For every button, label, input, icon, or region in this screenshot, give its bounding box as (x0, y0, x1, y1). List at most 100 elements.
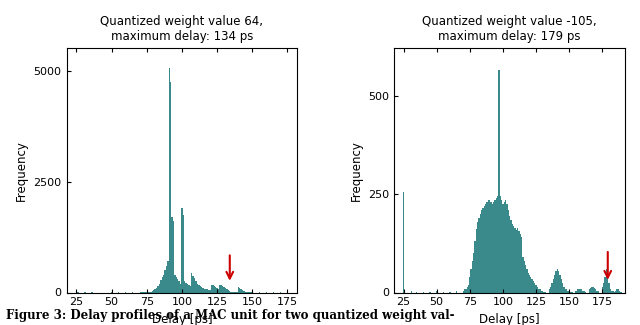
Bar (170, 82, 172, 292)
Bar (187, 284, 188, 292)
Bar (191, 273, 193, 292)
Bar (611, 291, 612, 292)
Bar (186, 283, 187, 292)
Bar (567, 291, 568, 292)
Bar (485, 204, 486, 292)
Bar (511, 224, 513, 292)
Bar (221, 285, 222, 293)
Bar (207, 289, 208, 292)
Bar (188, 285, 189, 293)
Bar (241, 289, 242, 292)
Bar (618, 289, 619, 292)
Bar (168, 68, 170, 292)
Bar (563, 287, 564, 292)
Bar (522, 257, 524, 292)
Bar (552, 283, 553, 292)
Bar (243, 291, 244, 292)
Bar (577, 289, 578, 292)
Bar (228, 290, 229, 292)
Bar (580, 289, 582, 292)
Bar (591, 287, 593, 292)
Bar (508, 210, 509, 292)
Bar (556, 271, 557, 292)
Y-axis label: Frequency: Frequency (15, 140, 28, 201)
Bar (193, 276, 194, 292)
Bar (477, 222, 479, 292)
Bar (159, 284, 160, 293)
Bar (225, 288, 227, 292)
X-axis label: Delay [ps]: Delay [ps] (479, 313, 540, 325)
Bar (533, 281, 534, 292)
Bar (568, 291, 570, 292)
Bar (505, 200, 506, 292)
Bar (180, 284, 181, 293)
Bar (194, 278, 195, 292)
Bar (534, 283, 536, 292)
Bar (541, 291, 542, 292)
Bar (515, 227, 516, 292)
Bar (177, 279, 179, 292)
Bar (173, 221, 174, 292)
Bar (489, 200, 490, 292)
Bar (553, 279, 554, 293)
Bar (469, 277, 470, 292)
Bar (540, 289, 541, 292)
Bar (189, 286, 191, 292)
Bar (578, 289, 579, 292)
Bar (472, 261, 473, 292)
Bar (467, 287, 468, 292)
Bar (484, 206, 485, 292)
Bar (161, 277, 163, 292)
Bar (464, 289, 465, 292)
Bar (598, 291, 599, 292)
Bar (520, 234, 521, 292)
Bar (562, 283, 563, 292)
Bar (201, 287, 202, 292)
Bar (594, 288, 595, 292)
Bar (473, 253, 474, 292)
Bar (229, 291, 230, 292)
Bar (163, 275, 164, 292)
Bar (589, 289, 590, 292)
Bar (604, 277, 606, 292)
Bar (181, 208, 182, 292)
Bar (215, 287, 216, 292)
Bar (583, 291, 584, 292)
Bar (595, 289, 596, 292)
Bar (529, 275, 530, 292)
Bar (517, 227, 518, 292)
Bar (230, 292, 232, 293)
Bar (174, 275, 175, 292)
Bar (488, 200, 489, 292)
Bar (492, 204, 493, 292)
Bar (202, 288, 204, 292)
Bar (479, 218, 480, 292)
Bar (497, 196, 499, 292)
Bar (504, 202, 505, 292)
Bar (607, 273, 609, 292)
Bar (237, 287, 239, 292)
Bar (200, 286, 201, 292)
Bar (157, 286, 159, 292)
Bar (465, 289, 467, 292)
Bar (524, 261, 525, 292)
Bar (468, 285, 469, 292)
Bar (603, 283, 604, 292)
Bar (179, 281, 180, 292)
Bar (490, 202, 492, 292)
Y-axis label: Frequency: Frequency (349, 140, 363, 201)
Bar (602, 287, 603, 292)
Bar (616, 289, 618, 292)
Bar (463, 291, 464, 292)
Bar (509, 216, 510, 292)
Title: Quantized weight value 64,
maximum delay: 134 ps: Quantized weight value 64, maximum delay… (100, 15, 264, 43)
Bar (579, 289, 580, 292)
Bar (521, 237, 522, 292)
Bar (612, 291, 614, 292)
Bar (501, 200, 502, 292)
Bar (198, 285, 200, 292)
Bar (536, 285, 537, 292)
Bar (195, 281, 196, 292)
Bar (525, 265, 526, 292)
Bar (596, 291, 598, 292)
